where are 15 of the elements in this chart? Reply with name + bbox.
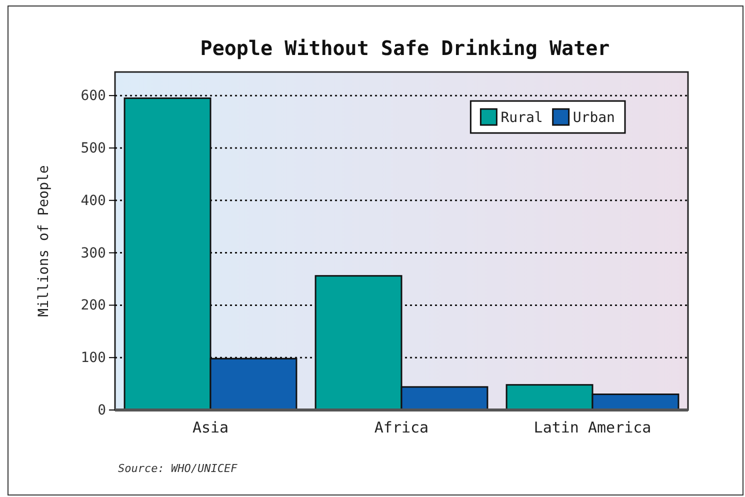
y-tick-label: 0 [98, 402, 106, 418]
legend-label: Urban [572, 110, 615, 126]
y-tick-label: 600 [80, 88, 106, 104]
x-tick-label: Latin America [534, 418, 652, 437]
y-tick-label: 400 [80, 192, 106, 209]
y-tick-label: 200 [80, 298, 106, 314]
y-axis-title: Millions of People [36, 165, 52, 317]
y-tick-label: 500 [80, 140, 106, 156]
legend-label: Rural [500, 110, 543, 126]
y-tick-label: 100 [80, 350, 106, 366]
source-note: Source: WHO/UNICEF [118, 462, 238, 475]
x-tick-label: Africa [374, 418, 429, 437]
y-tick-label: 300 [80, 245, 106, 262]
x-tick-label: Asia [192, 418, 229, 437]
chart-title: People Without Safe Drinking Water [200, 36, 610, 60]
